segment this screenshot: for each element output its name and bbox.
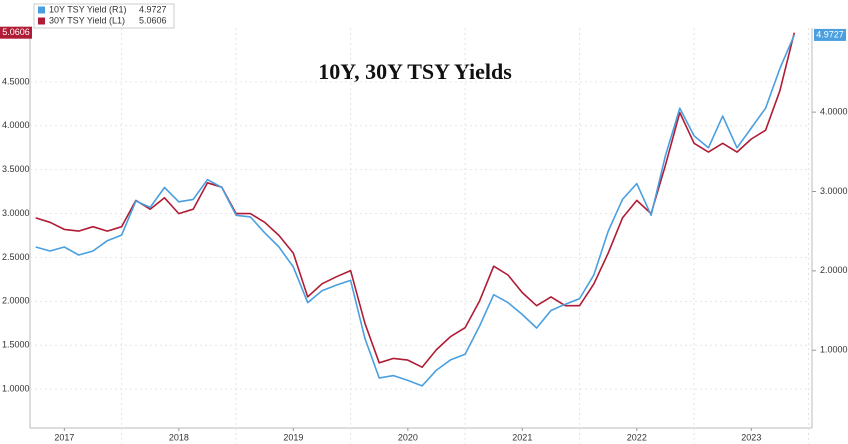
y2-tick-label: 4.0000 (820, 107, 848, 117)
y2-tick-label: 2.0000 (820, 265, 848, 275)
series-line (35, 34, 796, 387)
legend-value: 4.9727 (139, 4, 167, 14)
y-tick-label: 3.0000 (2, 208, 30, 218)
legend-label: 30Y TSY Yield (L1) (49, 15, 125, 25)
series-line (35, 32, 796, 368)
last-value-tag (0, 26, 32, 39)
chart-title: 10Y, 30Y TSY Yields (318, 59, 512, 84)
x-tick-label: 2017 (54, 432, 74, 442)
last-value-tag (814, 28, 846, 41)
y2-tick-label: 3.0000 (820, 186, 848, 196)
legend-value: 5.0606 (139, 15, 167, 25)
y-tick-label: 4.0000 (2, 120, 30, 130)
y-tick-label: 1.5000 (2, 340, 30, 350)
x-tick-label: 2018 (169, 432, 189, 442)
legend-swatch (38, 17, 45, 25)
legend-box (33, 3, 175, 29)
y-tick-label: 2.0000 (2, 296, 30, 306)
x-tick-label: 2023 (741, 432, 761, 442)
x-tick-label: 2021 (512, 432, 532, 442)
legend-swatch (38, 6, 45, 14)
y-tick-label: 1.0000 (2, 383, 30, 393)
x-tick-label: 2019 (283, 432, 303, 442)
y-tick-label: 4.5000 (2, 76, 30, 86)
x-tick-label: 2022 (627, 432, 647, 442)
x-tick-label: 2020 (398, 432, 418, 442)
legend-label: 10Y TSY Yield (R1) (49, 4, 127, 14)
y-tick-label: 3.5000 (2, 164, 30, 174)
last-value-label: 4.9727 (816, 29, 844, 39)
y2-tick-label: 1.0000 (820, 345, 848, 355)
last-value-label: 5.0606 (2, 27, 30, 37)
y-tick-label: 2.5000 (2, 252, 30, 262)
